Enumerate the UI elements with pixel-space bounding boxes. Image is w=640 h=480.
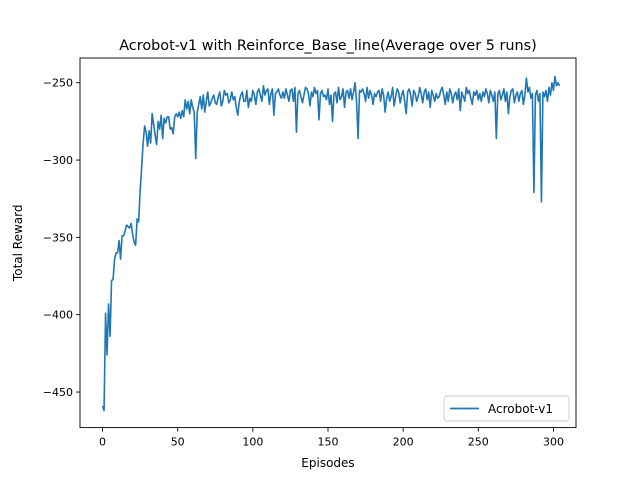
- series-line-acrobot-v1: [101, 75, 561, 412]
- x-tick-label: 250: [468, 436, 489, 449]
- x-tick-label: 300: [543, 436, 564, 449]
- x-tick-label: 150: [318, 436, 339, 449]
- y-axis-ticks: −450 −400 −350 −300 −250: [43, 77, 80, 399]
- y-tick-label: −350: [43, 231, 73, 244]
- y-axis-label: Total Reward: [11, 205, 25, 283]
- y-tick-label: −300: [43, 154, 73, 167]
- x-axis-ticks: 0 50 100 150 200 250 300: [99, 427, 564, 449]
- x-tick-label: 200: [393, 436, 414, 449]
- legend-label: Acrobot-v1: [488, 402, 553, 416]
- legend-box: [443, 395, 570, 422]
- x-tick-label: 50: [171, 436, 185, 449]
- y-tick-label: −250: [43, 77, 73, 90]
- y-tick-label: −400: [43, 309, 73, 322]
- x-tick-label: 100: [242, 436, 263, 449]
- legend: Acrobot-v1: [443, 395, 570, 422]
- y-tick-label: −450: [43, 386, 73, 399]
- x-axis-label: Episodes: [301, 456, 354, 470]
- chart-title: Acrobot-v1 with Reinforce_Base_line(Aver…: [119, 38, 537, 54]
- x-tick-label: 0: [99, 436, 106, 449]
- series-layer: [101, 75, 561, 412]
